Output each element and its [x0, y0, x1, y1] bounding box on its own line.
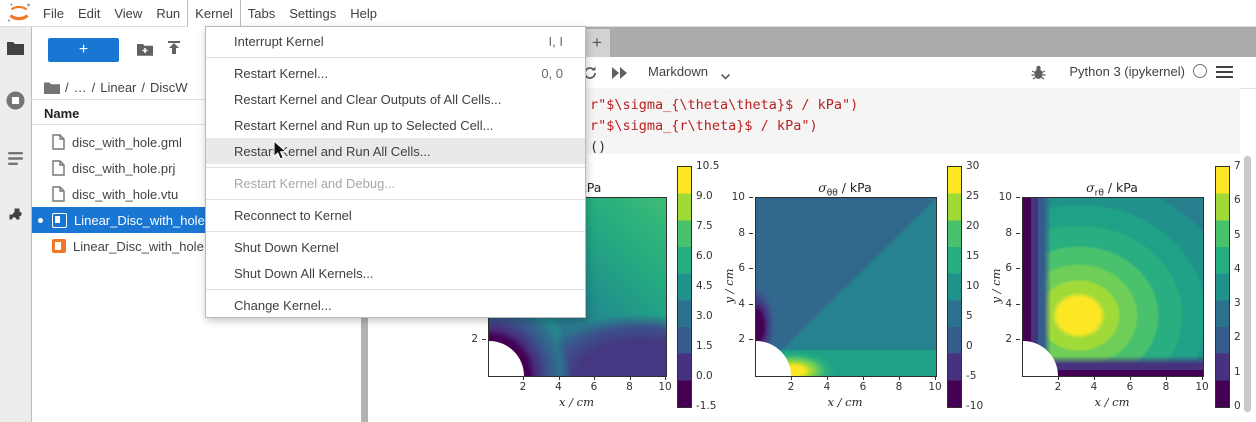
activity-bar — [0, 26, 32, 422]
menu-separator — [206, 288, 585, 290]
run-all-icon[interactable] — [610, 66, 628, 85]
colorbar — [947, 166, 962, 408]
menu-tabs[interactable]: Tabs — [247, 5, 276, 21]
code-editor[interactable]: r"$\sigma_{\theta\theta}$ / kPa") r"$\si… — [590, 91, 858, 154]
cell-type-select[interactable]: Markdown — [648, 64, 708, 79]
menu-edit[interactable]: Edit — [77, 5, 101, 21]
colorbar-ticks: 10.5 9.0 7.5 6.0 4.5 3.0 1.5 0.0 -1.5 — [696, 160, 720, 412]
file-row[interactable]: Linear_Disc_with_hole — [32, 233, 361, 259]
notebook-icon — [52, 212, 67, 228]
menu-item-restart-run-up-to-selected[interactable]: Restart Kernel and Run up to Selected Ce… — [234, 117, 494, 133]
kernel-menu: Interrupt Kernel I, I Restart Kernel... 0,… — [205, 26, 586, 318]
menu-item-restart-run-all[interactable]: Restart Kernel and Run All Cells... — [206, 138, 585, 164]
file-row[interactable]: disc_with_hole.gml — [32, 129, 361, 155]
menu-item-restart-kernel[interactable]: Restart Kernel... 0, 0 — [234, 65, 563, 81]
menu-settings[interactable]: Settings — [289, 5, 337, 21]
upload-icon[interactable] — [166, 40, 182, 63]
new-folder-icon[interactable] — [136, 41, 154, 63]
open-file-dot — [38, 217, 43, 223]
file-icon — [52, 186, 65, 202]
code-lines: r"$\sigma_{\theta\theta}$ / kPa") r"$\sig… — [590, 97, 859, 154]
x-axis-label: x / cm — [827, 395, 863, 409]
file-icon — [52, 160, 65, 176]
x-axis-ticks: 2 4 6 8 10 — [1054, 376, 1209, 393]
kernel-status-icon — [1193, 64, 1207, 78]
clipped-code-line: r"$\sigma_{\theta\theta}$ / kPa") — [590, 91, 858, 95]
hole-region — [1023, 341, 1058, 376]
notebook-icon — [52, 239, 66, 253]
vertical-scrollbar[interactable] — [1244, 156, 1251, 412]
breadcrumb[interactable]: / … / Linear / DiscW — [44, 78, 188, 96]
menu-help[interactable]: Help — [350, 5, 377, 21]
hole-region — [489, 341, 524, 376]
menu-item-shut-down-kernel[interactable]: Shut Down Kernel — [234, 239, 339, 255]
menu-separator — [206, 56, 585, 58]
extensions-icon[interactable] — [5, 204, 26, 225]
menu-file[interactable]: File — [43, 5, 64, 21]
menu-item-shut-down-all[interactable]: Shut Down All Kernels... — [234, 265, 374, 281]
breadcrumb-folder-icon — [44, 82, 60, 94]
colorbar — [677, 166, 692, 408]
new-launcher-button[interactable]: + — [48, 38, 119, 62]
colorbar-ticks: 30 25 20 15 10 5 0 -5 -10 — [966, 160, 984, 412]
file-row[interactable]: disc_with_hole.vtu — [32, 181, 361, 207]
hole-region — [756, 341, 791, 376]
chevron-down-icon — [720, 68, 731, 86]
plot-title: σθθ / kPa — [818, 180, 872, 199]
menu-run[interactable]: Run — [156, 5, 181, 21]
new-tab-button[interactable]: + — [584, 29, 610, 57]
name-column-header[interactable]: Name — [44, 106, 80, 121]
menu-separator — [206, 198, 585, 200]
menu-item-interrupt-kernel[interactable]: Interrupt Kernel I, I — [234, 33, 563, 49]
x-axis-label: x / cm — [1094, 395, 1130, 409]
menu-item-reconnect[interactable]: Reconnect to Kernel — [234, 207, 352, 223]
table-of-contents-icon[interactable] — [5, 148, 26, 169]
x-axis-ticks: 2 4 6 8 10 — [519, 376, 672, 393]
menu-item-restart-clear-outputs[interactable]: Restart Kernel and Clear Outputs of All … — [234, 91, 502, 107]
menu-separator — [206, 166, 585, 168]
plot-title: σrθ / kPa — [1086, 180, 1138, 199]
x-axis-label: x / cm — [558, 395, 595, 409]
plot-area — [755, 197, 937, 377]
menu-view[interactable]: View — [114, 5, 143, 21]
folder-icon[interactable] — [5, 38, 26, 59]
debugger-bug-icon[interactable] — [1030, 64, 1047, 86]
x-axis-ticks: 2 4 6 8 10 — [787, 376, 942, 393]
plot-area — [1022, 197, 1204, 377]
jupyter-logo — [7, 2, 31, 24]
menu-item-restart-debug: Restart Kernel and Debug... — [234, 175, 396, 191]
menu-item-change-kernel[interactable]: Change Kernel... — [234, 297, 332, 313]
kernel-name[interactable]: Python 3 (ipykernel) — [1069, 64, 1185, 79]
mouse-cursor — [272, 139, 290, 165]
menu-separator — [206, 230, 585, 232]
file-row[interactable]: disc_with_hole.prj — [32, 155, 361, 181]
toolbar-overflow-icon[interactable] — [1216, 66, 1233, 81]
menu-bar: File Edit View Run Kernel Tabs Settings … — [0, 0, 1256, 27]
colorbar — [1215, 166, 1230, 408]
menu-kernel[interactable]: Kernel — [187, 0, 241, 27]
file-icon — [52, 134, 65, 150]
running-kernels-icon[interactable] — [5, 90, 26, 111]
